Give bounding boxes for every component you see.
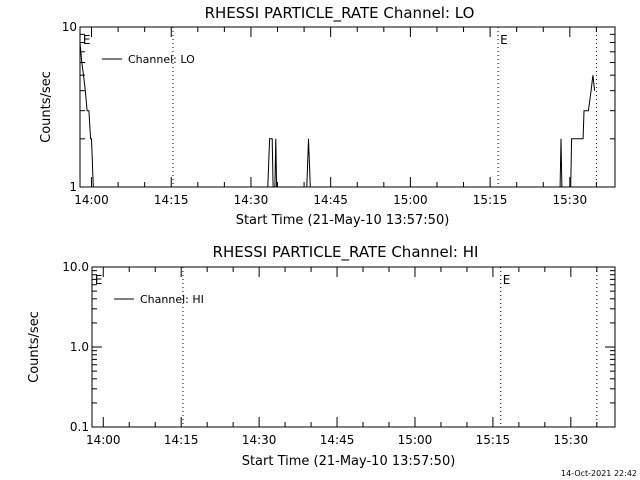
panel-2-x-tick-label: 14:30 bbox=[242, 433, 277, 447]
panel-2-y-tick-label: 1.0 bbox=[70, 340, 89, 354]
panel-2-chart-title: RHESSI PARTICLE_RATE Channel: HI bbox=[213, 243, 479, 262]
panel-1-x-tick-label: 15:00 bbox=[393, 193, 428, 207]
panel-1-y-axis-label: Counts/sec bbox=[39, 71, 54, 143]
panel-2-marker-label: E bbox=[503, 273, 511, 287]
panel-2-x-axis-label: Start Time (21-May-10 13:57:50) bbox=[242, 454, 456, 469]
panel-1-plot-frame bbox=[79, 26, 616, 188]
panel-2-x-tick-label: 15:15 bbox=[476, 433, 511, 447]
panel-1-x-tick-label: 14:45 bbox=[313, 193, 348, 207]
panel-2-x-tick-label: 14:00 bbox=[86, 433, 121, 447]
panel-1-marker-label: E bbox=[83, 33, 91, 47]
panel-2-y-axis-label: Counts/sec bbox=[27, 311, 42, 383]
panel-1-y-tick-label: 10 bbox=[62, 20, 77, 34]
panel-1-legend-label: Channel: LO bbox=[128, 53, 195, 66]
panel-1-marker-label: E bbox=[500, 33, 508, 47]
panel-2-x-tick-label: 15:30 bbox=[554, 433, 589, 447]
panel-2-x-tick-label: 15:00 bbox=[398, 433, 433, 447]
panel-1-x-tick-label: 15:15 bbox=[473, 193, 508, 207]
panel-1-x-tick-label: 14:15 bbox=[154, 193, 189, 207]
panel-1-x-tick-label: 14:00 bbox=[74, 193, 109, 207]
panel-2-y-tick-label: 0.1 bbox=[70, 420, 89, 434]
footer-timestamp: 14-Oct-2021 22:42 bbox=[561, 469, 637, 478]
panel-2-marker-label: E bbox=[95, 273, 103, 287]
panel-2-x-tick-label: 14:45 bbox=[320, 433, 355, 447]
panel-2-plot-frame bbox=[91, 266, 616, 428]
panel-2-y-tick-label: 10.0 bbox=[62, 260, 89, 274]
panel-1-chart-title: RHESSI PARTICLE_RATE Channel: LO bbox=[205, 4, 475, 23]
panel-1-y-tick-label: 1 bbox=[69, 180, 77, 194]
panel-1-series-line bbox=[79, 42, 596, 188]
panel-1-x-tick-label: 15:30 bbox=[553, 193, 588, 207]
panel-2-x-tick-label: 14:15 bbox=[164, 433, 199, 447]
panel-2-legend-label: Channel: HI bbox=[140, 293, 204, 306]
panel-1-x-axis-label: Start Time (21-May-10 13:57:50) bbox=[236, 213, 450, 228]
panel-1-x-tick-label: 14:30 bbox=[234, 193, 269, 207]
